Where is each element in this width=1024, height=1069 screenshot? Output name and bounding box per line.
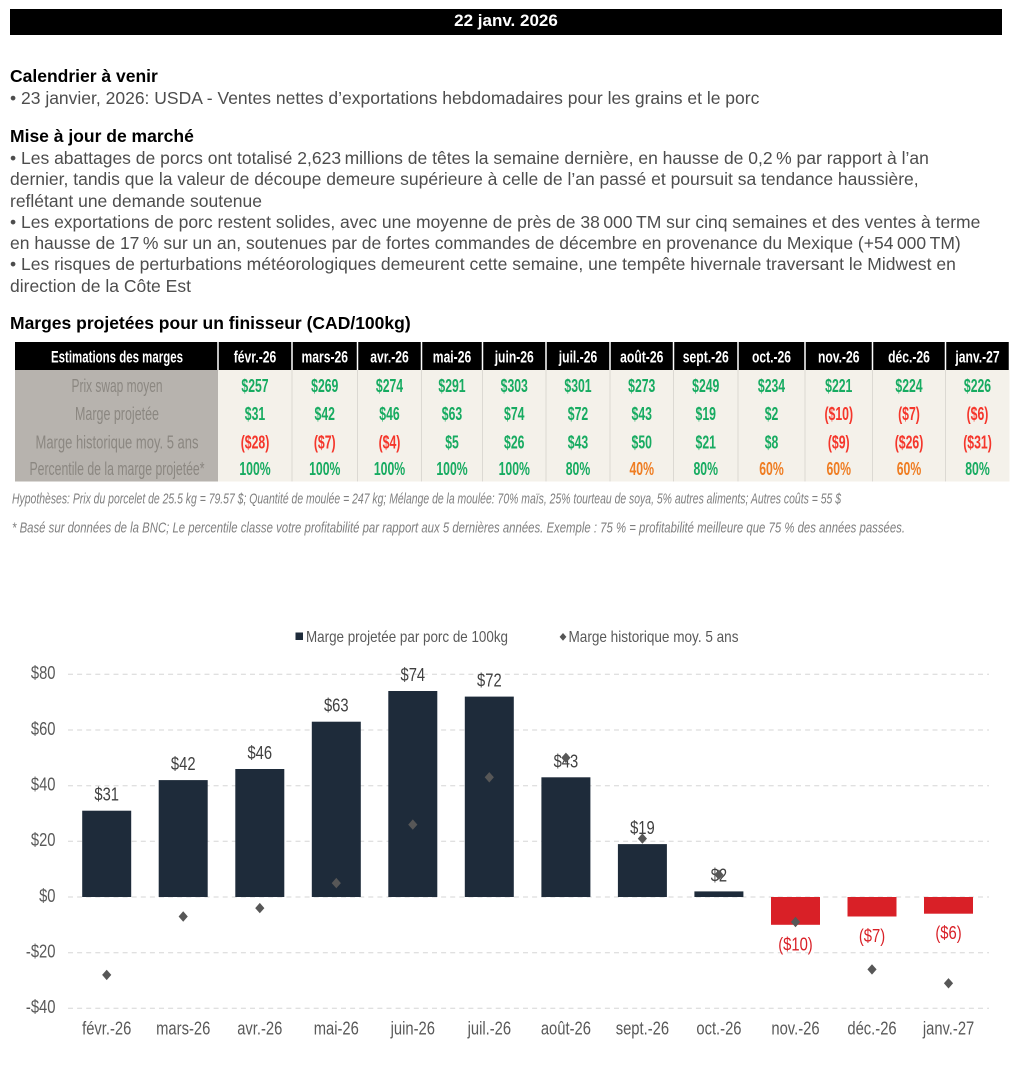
svg-text:déc.-26: déc.-26 xyxy=(888,348,930,367)
svg-text:mai-26: mai-26 xyxy=(314,1019,359,1039)
svg-text:$273: $273 xyxy=(628,376,655,396)
svg-text:$20: $20 xyxy=(31,830,56,850)
svg-text:$50: $50 xyxy=(632,432,652,452)
svg-text:* Basé sur données de la BNC;: * Basé sur données de la BNC; Le percent… xyxy=(12,520,905,537)
svg-text:$2: $2 xyxy=(765,404,779,424)
svg-text:$63: $63 xyxy=(324,696,349,716)
svg-text:Hypothèses: Prix du porcelet d: Hypothèses: Prix du porcelet de 25.5 kg … xyxy=(12,491,841,508)
svg-text:Estimations des marges: Estimations des marges xyxy=(51,348,183,367)
svg-text:100%: 100% xyxy=(436,459,467,479)
svg-text:août-26: août-26 xyxy=(541,1019,591,1039)
svg-text:$0: $0 xyxy=(39,886,55,906)
svg-text:août-26: août-26 xyxy=(620,348,663,367)
svg-text:$40: $40 xyxy=(31,774,56,794)
svg-text:avr.-26: avr.-26 xyxy=(370,348,409,367)
svg-text:sept.-26: sept.-26 xyxy=(616,1019,669,1039)
svg-text:$43: $43 xyxy=(632,404,652,424)
svg-text:juin-26: juin-26 xyxy=(390,1019,435,1039)
svg-text:$46: $46 xyxy=(379,404,399,424)
svg-text:$46: $46 xyxy=(247,743,272,763)
svg-text:$274: $274 xyxy=(376,376,403,396)
svg-text:juil.-26: juil.-26 xyxy=(558,348,597,367)
svg-text:$19: $19 xyxy=(696,404,716,424)
svg-text:($7): ($7) xyxy=(898,404,920,424)
svg-text:$42: $42 xyxy=(171,754,196,774)
svg-text:60%: 60% xyxy=(759,459,784,479)
svg-text:Marge projetée: Marge projetée xyxy=(75,404,159,424)
svg-text:janv.-27: janv.-27 xyxy=(955,348,1000,367)
svg-text:$72: $72 xyxy=(477,671,502,691)
svg-text:100%: 100% xyxy=(309,459,340,479)
svg-text:$234: $234 xyxy=(758,376,785,396)
svg-text:-$20: -$20 xyxy=(26,941,56,961)
svg-text:($4): ($4) xyxy=(379,432,401,452)
svg-text:80%: 80% xyxy=(566,459,591,479)
svg-text:($7): ($7) xyxy=(859,926,885,946)
svg-text:($26): ($26) xyxy=(895,432,924,452)
svg-text:janv.-27: janv.-27 xyxy=(922,1019,974,1039)
svg-text:Marge historique moy. 5 ans: Marge historique moy. 5 ans xyxy=(569,629,739,646)
svg-text:$80: $80 xyxy=(31,663,56,683)
svg-text:($10): ($10) xyxy=(778,934,813,954)
svg-text:($10): ($10) xyxy=(824,404,853,424)
svg-text:mars-26: mars-26 xyxy=(302,348,349,367)
svg-text:100%: 100% xyxy=(499,459,530,479)
svg-text:juil.-26: juil.-26 xyxy=(467,1019,511,1039)
svg-text:oct.-26: oct.-26 xyxy=(752,348,791,367)
svg-text:juin-26: juin-26 xyxy=(494,348,534,367)
svg-text:$21: $21 xyxy=(696,432,716,452)
svg-text:($9): ($9) xyxy=(828,432,850,452)
svg-text:$303: $303 xyxy=(501,376,528,396)
svg-text:Percentile de la marge projeté: Percentile de la marge projetée* xyxy=(30,459,205,479)
svg-text:$42: $42 xyxy=(315,404,335,424)
svg-text:$72: $72 xyxy=(568,404,588,424)
svg-text:$221: $221 xyxy=(825,376,852,396)
svg-text:($6): ($6) xyxy=(967,404,989,424)
svg-text:$5: $5 xyxy=(445,432,459,452)
svg-text:$31: $31 xyxy=(94,785,119,805)
svg-text:80%: 80% xyxy=(694,459,719,479)
svg-text:$301: $301 xyxy=(564,376,591,396)
svg-text:Marge projetée par porc de 100: Marge projetée par porc de 100kg xyxy=(306,629,508,646)
svg-text:($6): ($6) xyxy=(935,923,961,943)
svg-text:$226: $226 xyxy=(964,376,991,396)
svg-text:100%: 100% xyxy=(239,459,270,479)
svg-text:60%: 60% xyxy=(827,459,852,479)
svg-text:$8: $8 xyxy=(765,432,779,452)
svg-text:$60: $60 xyxy=(31,719,56,739)
svg-text:-$40: -$40 xyxy=(26,997,56,1017)
svg-text:($7): ($7) xyxy=(314,432,336,452)
svg-text:$19: $19 xyxy=(630,818,655,838)
svg-text:$224: $224 xyxy=(895,376,922,396)
svg-text:$26: $26 xyxy=(504,432,524,452)
svg-text:($28): ($28) xyxy=(241,432,270,452)
svg-text:$249: $249 xyxy=(692,376,719,396)
svg-text:févr.-26: févr.-26 xyxy=(82,1019,131,1039)
svg-text:$43: $43 xyxy=(568,432,588,452)
svg-text:nov.-26: nov.-26 xyxy=(818,348,860,367)
svg-text:$63: $63 xyxy=(442,404,462,424)
svg-text:$269: $269 xyxy=(311,376,338,396)
svg-text:$74: $74 xyxy=(401,665,426,685)
svg-text:($31): ($31) xyxy=(963,432,992,452)
svg-text:$257: $257 xyxy=(241,376,268,396)
svg-text:$74: $74 xyxy=(504,404,524,424)
svg-text:déc.-26: déc.-26 xyxy=(847,1019,896,1039)
svg-text:$31: $31 xyxy=(245,404,265,424)
svg-text:sept.-26: sept.-26 xyxy=(683,348,729,367)
svg-text:Marge historique moy. 5 ans: Marge historique moy. 5 ans xyxy=(36,432,199,452)
svg-text:nov.-26: nov.-26 xyxy=(771,1019,819,1039)
svg-text:60%: 60% xyxy=(897,459,922,479)
svg-text:oct.-26: oct.-26 xyxy=(696,1019,741,1039)
svg-text:Prix swap moyen: Prix swap moyen xyxy=(72,376,163,396)
svg-text:avr.-26: avr.-26 xyxy=(237,1019,282,1039)
svg-text:févr.-26: févr.-26 xyxy=(234,348,277,367)
svg-text:80%: 80% xyxy=(965,459,990,479)
svg-text:40%: 40% xyxy=(630,459,655,479)
svg-text:100%: 100% xyxy=(374,459,405,479)
svg-text:mars-26: mars-26 xyxy=(156,1019,210,1039)
svg-text:$291: $291 xyxy=(438,376,465,396)
svg-text:mai-26: mai-26 xyxy=(433,348,471,367)
